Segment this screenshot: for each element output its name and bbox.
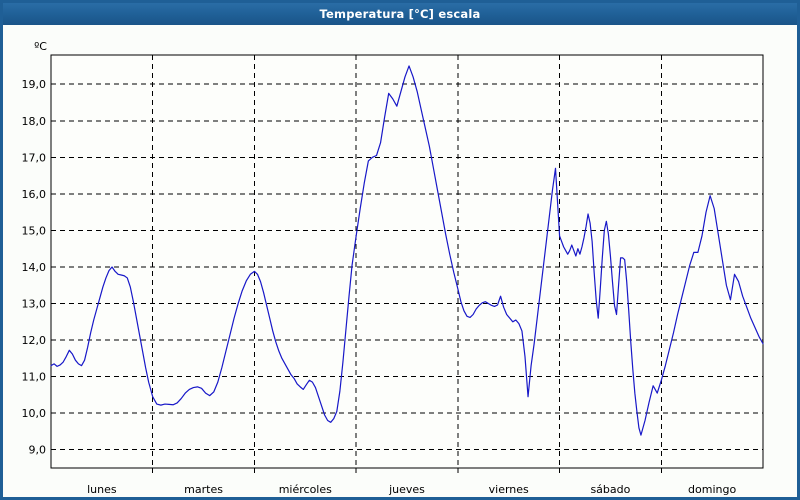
x-axis-labels-group: lunes14/01/13martes15/01/13miércoles16/0… bbox=[87, 483, 736, 496]
x-axis-day-label: miércoles bbox=[279, 483, 332, 496]
x-tickmarks-group bbox=[152, 468, 662, 473]
plot-area-frame bbox=[50, 54, 764, 469]
y-tick-label: 9,0 bbox=[29, 444, 47, 457]
x-axis-day-label: domingo bbox=[688, 483, 736, 496]
x-axis-day-label: sábado bbox=[590, 483, 630, 496]
y-gridlines-group bbox=[51, 83, 763, 451]
y-tick-label: 14,0 bbox=[22, 261, 47, 274]
x-axis-day-label: viernes bbox=[489, 483, 529, 496]
temperature-series-line bbox=[50, 65, 764, 436]
window-title: Temperatura [°C] escala bbox=[319, 7, 481, 21]
y-tick-label: 13,0 bbox=[22, 298, 47, 311]
temperature-line-chart: 9,0 10,0 11,0 12,0 13,0 14,0 15,0 16,0 17,0 18,0 1… bbox=[22, 40, 764, 496]
chart-canvas: 9,0 10,0 11,0 12,0 13,0 14,0 15,0 16,0 17,0 18,0 1… bbox=[3, 25, 797, 497]
y-axis-unit-label: ºC bbox=[34, 40, 47, 53]
y-tick-label: 17,0 bbox=[22, 151, 47, 164]
y-tick-label: 12,0 bbox=[22, 334, 47, 347]
x-axis-day-label: martes bbox=[184, 483, 223, 496]
y-tick-label: 16,0 bbox=[22, 188, 47, 201]
x-axis-day-label: jueves bbox=[388, 483, 425, 496]
y-tick-label: 18,0 bbox=[22, 115, 47, 128]
x-gridlines-group bbox=[152, 55, 662, 468]
y-tick-label: 10,0 bbox=[22, 407, 47, 420]
y-tick-label: 11,0 bbox=[22, 371, 47, 384]
y-tick-label: 15,0 bbox=[22, 224, 47, 237]
window-title-bar: Temperatura [°C] escala bbox=[3, 3, 797, 25]
x-axis-day-label: lunes bbox=[87, 483, 117, 496]
y-tick-labels-group: 9,0 10,0 11,0 12,0 13,0 14,0 15,0 16,0 17,0 18,0 1… bbox=[22, 78, 47, 456]
y-tick-label: 19,0 bbox=[22, 78, 47, 91]
